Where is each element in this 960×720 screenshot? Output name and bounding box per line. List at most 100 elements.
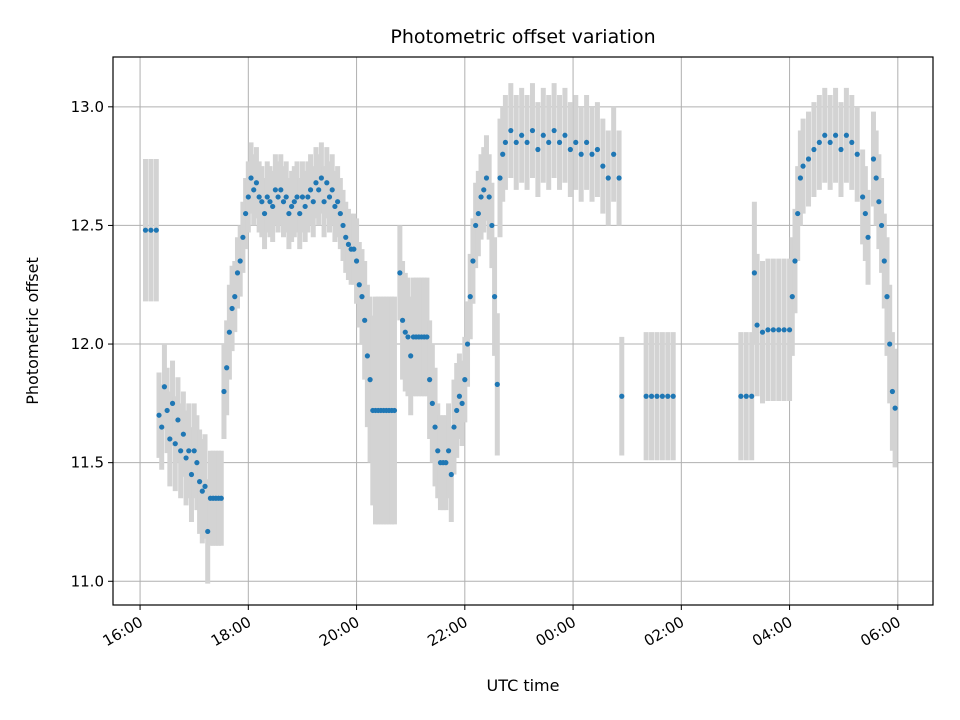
data-point [870,156,877,162]
data-point [324,180,330,186]
data-point [665,393,671,399]
data-point [172,441,178,447]
data-point [486,194,492,200]
data-point [605,175,611,181]
data-point [286,210,292,217]
data-point [294,194,300,200]
data-point [408,353,414,359]
data-point [283,194,289,200]
y-tick-label: 12.0 [71,335,104,353]
data-point [876,199,882,205]
data-point [153,227,159,233]
data-point [199,488,205,494]
data-point [353,258,360,264]
data-point [862,210,868,217]
y-tick-label: 13.0 [71,98,104,116]
data-point [194,460,200,466]
data-point [237,258,243,264]
data-point [305,194,311,200]
data-point [264,194,270,200]
data-point [399,317,406,323]
data-point [402,329,408,335]
data-point [805,156,812,162]
data-point [291,199,297,205]
data-point [356,282,362,288]
data-point [786,327,793,333]
data-point [251,187,257,193]
data-point [781,327,787,333]
data-point [573,139,579,146]
data-point [318,175,324,181]
data-point [299,194,306,200]
data-point [497,175,503,181]
data-point [435,448,441,454]
y-axis: 11.0 11.5 12.0 12.5 13.0 [71,98,113,590]
y-tick-label: 12.5 [71,216,104,234]
data-point [860,194,866,200]
data-point [816,139,822,146]
data-point [259,199,265,205]
data-point [397,270,403,276]
data-point [481,187,487,193]
data-point [332,203,338,210]
data-point [445,448,452,454]
data-point [889,388,896,395]
data-point [221,388,227,395]
data-point [795,210,801,217]
data-point [489,222,495,229]
data-point [832,132,839,138]
data-point [167,436,173,442]
data-point [822,132,828,138]
data-point [759,329,766,335]
data-point [159,424,165,430]
data-point [429,400,435,406]
y-tick-label: 11.0 [71,572,104,590]
data-point [551,127,557,134]
data-point [789,294,795,300]
data-point [892,405,898,411]
data-point [164,407,170,414]
data-point [589,151,595,157]
data-point [751,270,757,276]
data-point [776,327,782,333]
data-point [224,365,230,371]
data-point [142,227,149,233]
data-point [567,146,573,153]
data-point [202,483,208,489]
data-point [272,187,278,193]
data-point [754,322,760,328]
data-point [321,199,327,205]
data-point [854,151,860,157]
x-axis-title: UTC time [487,676,560,695]
data-point [340,222,346,229]
data-point [524,139,530,146]
y-tick-label: 11.5 [71,454,104,472]
data-point [792,258,798,264]
data-point [462,377,468,383]
data-point [337,210,343,217]
data-point [248,175,254,181]
data-point [175,417,181,423]
data-point [611,151,617,157]
data-point [529,127,536,134]
data-point [443,460,449,466]
data-point [502,139,509,146]
data-point [427,377,433,383]
data-point [270,203,276,210]
data-point [546,139,552,146]
data-point [519,132,525,138]
data-point [148,227,154,233]
data-point [275,194,281,200]
data-point [364,353,370,359]
data-point [743,393,749,399]
data-point [483,175,490,181]
data-point [280,199,287,205]
data-point [873,175,879,181]
data-point [362,317,368,323]
data-point [186,448,192,454]
data-point [540,132,546,138]
data-point [827,139,833,146]
data-point [765,327,771,333]
data-point [161,384,168,390]
